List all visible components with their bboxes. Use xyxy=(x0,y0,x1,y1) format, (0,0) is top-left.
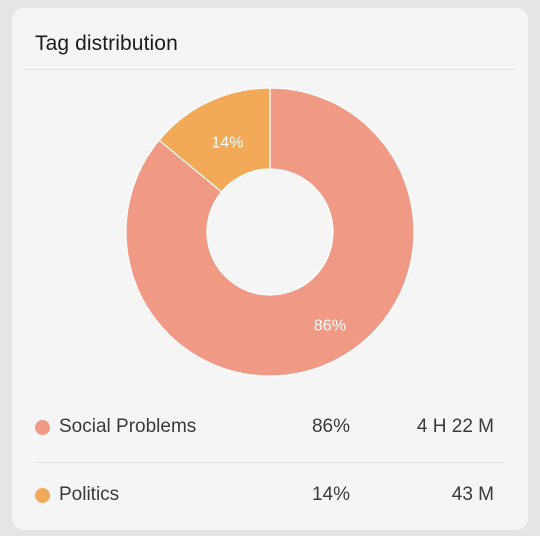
donut-chart-svg: 86% 14% xyxy=(125,87,415,377)
legend-duration: 43 M xyxy=(451,484,494,505)
card-title: Tag distribution xyxy=(35,32,178,55)
legend-percent: 86% xyxy=(311,416,350,437)
tag-distribution-card: Tag distribution 86% 14% Social Problems … xyxy=(12,8,528,530)
legend-percent: 14% xyxy=(311,484,350,505)
slice-label-social-problems: 86% xyxy=(314,317,346,334)
slice-label-politics: 14% xyxy=(211,135,243,152)
legend-item-politics[interactable]: Politics 14% 43 M xyxy=(35,475,505,515)
legend-name: Social Problems xyxy=(59,416,197,437)
slice-politics[interactable] xyxy=(158,87,271,193)
slice-social-problems[interactable] xyxy=(125,87,415,377)
legend-name: Politics xyxy=(59,484,120,505)
social-problems-color-dot xyxy=(35,419,50,435)
politics-color-dot xyxy=(35,487,50,503)
legend-item-social-problems[interactable]: Social Problems 86% 4 H 22 M xyxy=(35,407,505,447)
donut-chart: 86% 14% xyxy=(120,82,420,382)
legend-duration: 4 H 22 M xyxy=(416,416,494,437)
legend-divider xyxy=(35,462,505,463)
title-divider xyxy=(24,69,516,70)
